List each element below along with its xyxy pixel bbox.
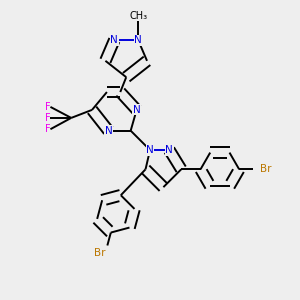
Text: N: N — [165, 145, 173, 155]
Text: N: N — [133, 105, 140, 115]
Text: N: N — [110, 35, 118, 45]
Text: N: N — [146, 145, 154, 155]
Text: Br: Br — [260, 164, 272, 174]
Text: CH₃: CH₃ — [129, 11, 147, 21]
Text: Br: Br — [94, 248, 105, 258]
Text: F: F — [45, 102, 50, 112]
Text: F: F — [45, 113, 50, 123]
Text: F: F — [45, 124, 50, 134]
Text: N: N — [134, 35, 142, 45]
Text: N: N — [104, 126, 112, 136]
